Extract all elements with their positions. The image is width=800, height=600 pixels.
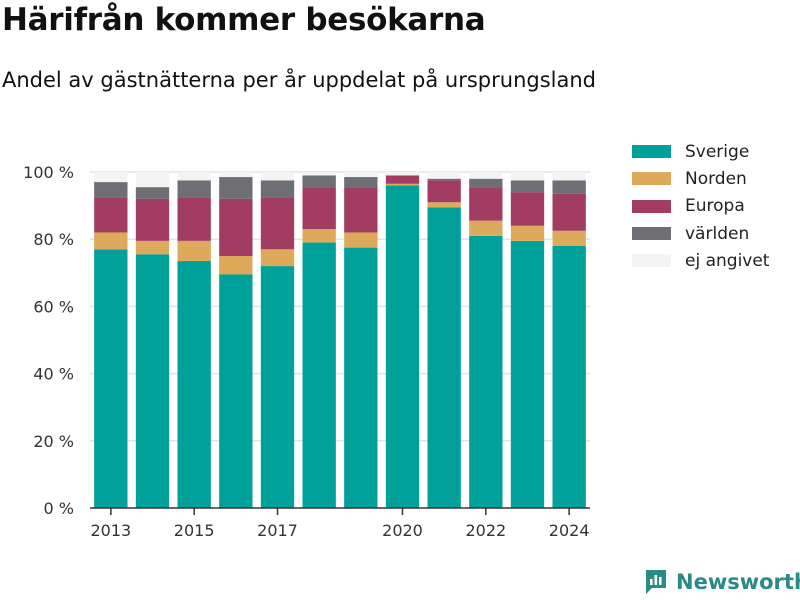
bar-segment-norden-2018 — [302, 229, 336, 243]
bar-segment-norden-2013 — [94, 232, 128, 250]
bar-segment-europa-2024 — [552, 193, 586, 231]
y-tick-label: 100 % — [23, 163, 74, 182]
bar-segment-världen-2024 — [552, 180, 586, 194]
page-title: Härifrån kommer besökarna — [2, 2, 486, 38]
bar-segment-ej-angivet-2022 — [469, 172, 503, 179]
brand-name: Newsworthy — [676, 570, 800, 594]
x-tick-label: 2024 — [549, 521, 590, 540]
legend-item: Europa — [632, 193, 769, 220]
y-axis-ticks: 0 % 20 % 40 % 60 % 80 % 100 % — [23, 163, 74, 518]
x-tick-label: 2015 — [174, 521, 215, 540]
bar-segment-världen-2023 — [510, 180, 545, 193]
bar-segment-ej-angivet-2016 — [219, 172, 253, 178]
y-tick-label: 80 % — [33, 230, 74, 249]
legend-swatch — [632, 227, 671, 241]
bar-segment-sverige-2018 — [302, 242, 336, 508]
bar-segment-norden-2015 — [177, 240, 211, 262]
bar-segment-världen-2016 — [219, 177, 253, 199]
bar-segment-europa-2021 — [427, 180, 461, 203]
bar-segment-världen-2013 — [94, 182, 128, 198]
x-tick-label: 2022 — [465, 521, 506, 540]
bar-segment-världen-2017 — [260, 180, 295, 198]
y-tick-label: 40 % — [33, 365, 74, 384]
bar-segment-ej-angivet-2024 — [552, 172, 586, 181]
legend-swatch — [632, 172, 671, 186]
legend: Sverige Norden Europa världen ej angivet — [632, 138, 769, 274]
bar-segment-sverige-2021 — [427, 207, 461, 508]
bar-segment-norden-2021 — [427, 202, 461, 208]
bar-segment-norden-2022 — [469, 220, 503, 236]
legend-swatch — [632, 199, 671, 213]
bar-segment-världen-2022 — [469, 178, 503, 188]
bar-segment-sverige-2024 — [552, 245, 586, 509]
legend-item: Norden — [632, 165, 769, 192]
bar-segment-europa-2019 — [344, 187, 378, 233]
bar-segment-norden-2017 — [260, 249, 295, 267]
bar-segment-europa-2018 — [302, 187, 336, 230]
x-tick-label: 2020 — [382, 521, 423, 540]
bar-segment-norden-2016 — [219, 256, 253, 275]
legend-label: Norden — [685, 168, 747, 189]
bar-segment-sverige-2013 — [94, 249, 128, 508]
bar-segment-europa-2017 — [260, 197, 295, 250]
legend-swatch — [632, 145, 671, 159]
bar-segment-världen-2021 — [427, 178, 461, 181]
legend-label: världen — [685, 223, 750, 244]
legend-label: ej angivet — [685, 250, 770, 271]
bar-segment-europa-2020 — [385, 175, 420, 184]
bar-segment-europa-2022 — [469, 187, 503, 221]
bar-segment-ej-angivet-2015 — [177, 172, 211, 181]
bar-segment-sverige-2023 — [510, 240, 545, 508]
bar-segment-ej-angivet-2021 — [427, 172, 461, 179]
legend-item: ej angivet — [632, 247, 769, 274]
bar-segment-världen-2018 — [302, 175, 336, 188]
legend-label: Europa — [685, 196, 745, 217]
bar-segment-europa-2015 — [177, 197, 211, 241]
bar-segment-ej-angivet-2014 — [135, 172, 170, 188]
bar-segment-världen-2014 — [135, 187, 170, 199]
bar-segment-ej-angivet-2019 — [344, 172, 378, 178]
bar-segment-norden-2020 — [385, 183, 420, 186]
y-tick-label: 60 % — [33, 297, 74, 316]
x-tick-label: 2017 — [257, 521, 298, 540]
bar-segment-sverige-2020 — [385, 185, 420, 508]
newsworthy-logo-icon — [646, 570, 666, 594]
bar-segment-sverige-2022 — [469, 235, 503, 508]
grid-lines — [90, 171, 590, 442]
legend-item: världen — [632, 220, 769, 247]
bar-segment-sverige-2016 — [219, 274, 253, 508]
bar-segment-ej-angivet-2023 — [510, 172, 545, 181]
bars — [94, 172, 586, 509]
bar-segment-norden-2014 — [135, 240, 170, 255]
y-tick-label: 0 % — [44, 499, 74, 518]
x-axis-ticks: 2013 2015 2017 2020 2022 2024 — [90, 508, 590, 540]
bar-segment-världen-2019 — [344, 177, 378, 188]
stacked-bar-chart: 0 % 20 % 40 % 60 % 80 % 100 % 2013 2015 2017 202… — [23, 163, 590, 540]
bar-segment-sverige-2019 — [344, 247, 378, 508]
bar-segment-europa-2016 — [219, 198, 253, 256]
y-tick-label: 20 % — [33, 432, 74, 451]
legend-label: Sverige — [685, 141, 750, 162]
bar-segment-norden-2019 — [344, 232, 378, 248]
bar-segment-ej-angivet-2013 — [94, 172, 128, 183]
bar-segment-europa-2023 — [510, 192, 545, 226]
bar-segment-norden-2024 — [552, 230, 586, 246]
bar-segment-sverige-2014 — [135, 254, 170, 508]
bar-segment-världen-2015 — [177, 180, 211, 198]
brand: Newsworthy — [644, 568, 800, 596]
bar-segment-ej-angivet-2018 — [302, 172, 336, 176]
bar-segment-europa-2013 — [94, 197, 128, 233]
bar-segment-ej-angivet-2020 — [385, 172, 420, 176]
legend-item: Sverige — [632, 138, 769, 165]
bar-segment-sverige-2017 — [260, 266, 295, 508]
bar-segment-ej-angivet-2017 — [260, 172, 295, 181]
bar-segment-sverige-2015 — [177, 261, 211, 508]
x-tick-label: 2013 — [90, 521, 131, 540]
page-subtitle: Andel av gästnätterna per år uppdelat på… — [2, 68, 596, 92]
legend-swatch — [632, 254, 671, 268]
bar-segment-europa-2014 — [135, 198, 170, 241]
bar-segment-norden-2023 — [510, 225, 545, 241]
